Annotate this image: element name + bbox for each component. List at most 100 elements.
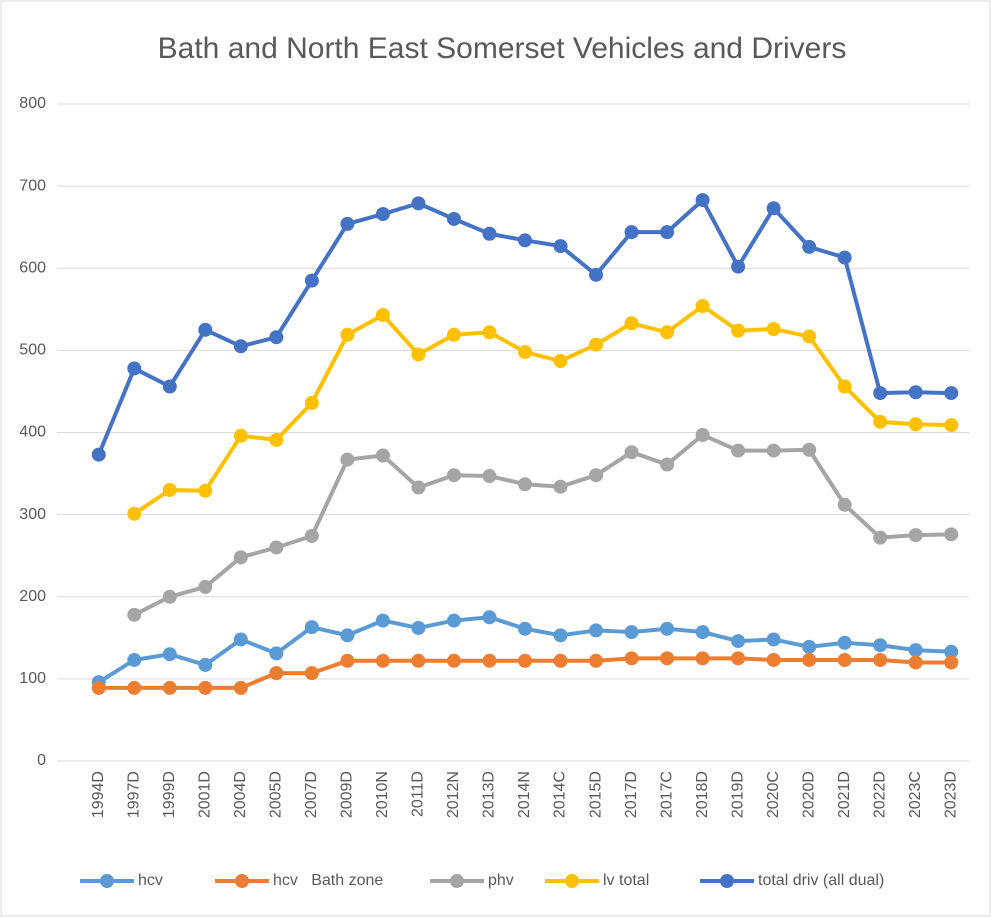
x-tick-label: 2023D xyxy=(942,771,959,818)
x-tick-label: 2020C xyxy=(765,771,782,818)
x-tick-label: 1997D xyxy=(125,771,142,818)
data-point xyxy=(837,250,852,265)
data-point xyxy=(731,323,746,338)
y-tick-label: 100 xyxy=(19,670,46,687)
y-tick-label: 500 xyxy=(19,342,46,359)
x-tick-label: 2009D xyxy=(339,771,356,818)
data-point xyxy=(589,337,604,352)
data-point xyxy=(908,385,923,400)
legend-label: hcv Bath zone xyxy=(273,872,383,889)
data-point xyxy=(304,666,319,681)
data-point xyxy=(233,550,248,565)
data-point xyxy=(482,653,497,668)
data-point xyxy=(731,259,746,274)
y-tick-label: 0 xyxy=(37,752,46,769)
legend-marker xyxy=(720,874,734,888)
y-tick-label: 200 xyxy=(19,588,46,605)
data-point xyxy=(518,345,532,360)
data-point xyxy=(375,613,390,628)
data-point xyxy=(446,327,461,342)
data-point xyxy=(731,443,746,458)
data-point xyxy=(802,442,817,457)
data-point xyxy=(340,327,355,342)
data-point xyxy=(482,226,497,241)
data-point xyxy=(518,621,532,636)
x-tick-label: 2011D xyxy=(410,771,427,817)
x-tick-label: 2015D xyxy=(587,771,604,818)
legend-marker xyxy=(450,874,464,888)
data-point xyxy=(162,589,177,604)
data-point xyxy=(233,632,248,647)
data-point xyxy=(553,653,568,668)
data-point xyxy=(837,497,852,512)
data-point xyxy=(908,417,923,432)
data-point xyxy=(162,647,177,662)
data-point xyxy=(411,480,426,495)
data-point xyxy=(624,651,639,666)
data-point xyxy=(304,273,319,288)
data-point xyxy=(482,469,497,484)
data-point xyxy=(873,386,888,401)
x-tick-label: 2014N xyxy=(516,771,533,818)
data-point xyxy=(553,239,568,254)
data-point xyxy=(660,621,675,636)
data-point xyxy=(518,477,532,492)
data-point xyxy=(695,625,710,640)
data-point xyxy=(411,347,426,362)
data-point xyxy=(660,225,675,240)
data-point xyxy=(304,620,319,635)
data-point xyxy=(375,653,390,668)
x-tick-label: 2019D xyxy=(729,771,746,818)
data-point xyxy=(127,607,142,622)
y-tick-label: 400 xyxy=(19,424,46,441)
data-point xyxy=(375,448,390,463)
data-point xyxy=(695,299,710,314)
legend-marker xyxy=(100,874,114,888)
data-point xyxy=(518,653,532,668)
data-point xyxy=(446,468,461,483)
data-point xyxy=(446,653,461,668)
data-point xyxy=(127,361,142,376)
data-point xyxy=(837,635,852,650)
y-tick-label: 600 xyxy=(19,259,46,276)
data-point xyxy=(873,530,888,545)
data-point xyxy=(624,225,639,240)
data-point xyxy=(766,652,781,667)
x-tick-label: 2017D xyxy=(623,771,640,818)
legend-marker xyxy=(235,874,249,888)
data-point xyxy=(233,428,248,443)
x-tick-label: 2005D xyxy=(268,771,285,818)
x-tick-label: 2001D xyxy=(197,771,214,818)
data-point xyxy=(162,379,177,394)
x-tick-label: 1994D xyxy=(90,771,107,818)
data-point xyxy=(589,267,604,282)
x-tick-label: 2017C xyxy=(658,771,675,818)
data-point xyxy=(198,322,213,337)
data-point xyxy=(518,233,532,248)
x-tick-label: 2007D xyxy=(303,771,320,818)
data-point xyxy=(873,414,888,429)
data-point xyxy=(91,680,106,695)
data-point xyxy=(908,655,923,670)
data-point xyxy=(944,418,959,433)
legend-label: total driv (all dual) xyxy=(758,872,884,889)
x-tick-label: 2018D xyxy=(694,771,711,818)
data-point xyxy=(837,652,852,667)
data-point xyxy=(553,479,568,494)
data-point xyxy=(873,652,888,667)
chart-title: Bath and North East Somerset Vehicles an… xyxy=(158,32,847,65)
data-point xyxy=(269,666,284,681)
data-point xyxy=(766,443,781,458)
x-tick-label: 2012N xyxy=(445,771,462,818)
data-point xyxy=(944,527,959,542)
data-point xyxy=(802,639,817,654)
x-tick-label: 1999D xyxy=(161,771,178,818)
data-point xyxy=(304,395,319,410)
data-point xyxy=(446,211,461,226)
data-point xyxy=(660,651,675,666)
data-point xyxy=(553,628,568,643)
data-point xyxy=(908,528,923,543)
data-point xyxy=(624,445,639,460)
data-point xyxy=(127,652,142,667)
data-point xyxy=(162,482,177,497)
